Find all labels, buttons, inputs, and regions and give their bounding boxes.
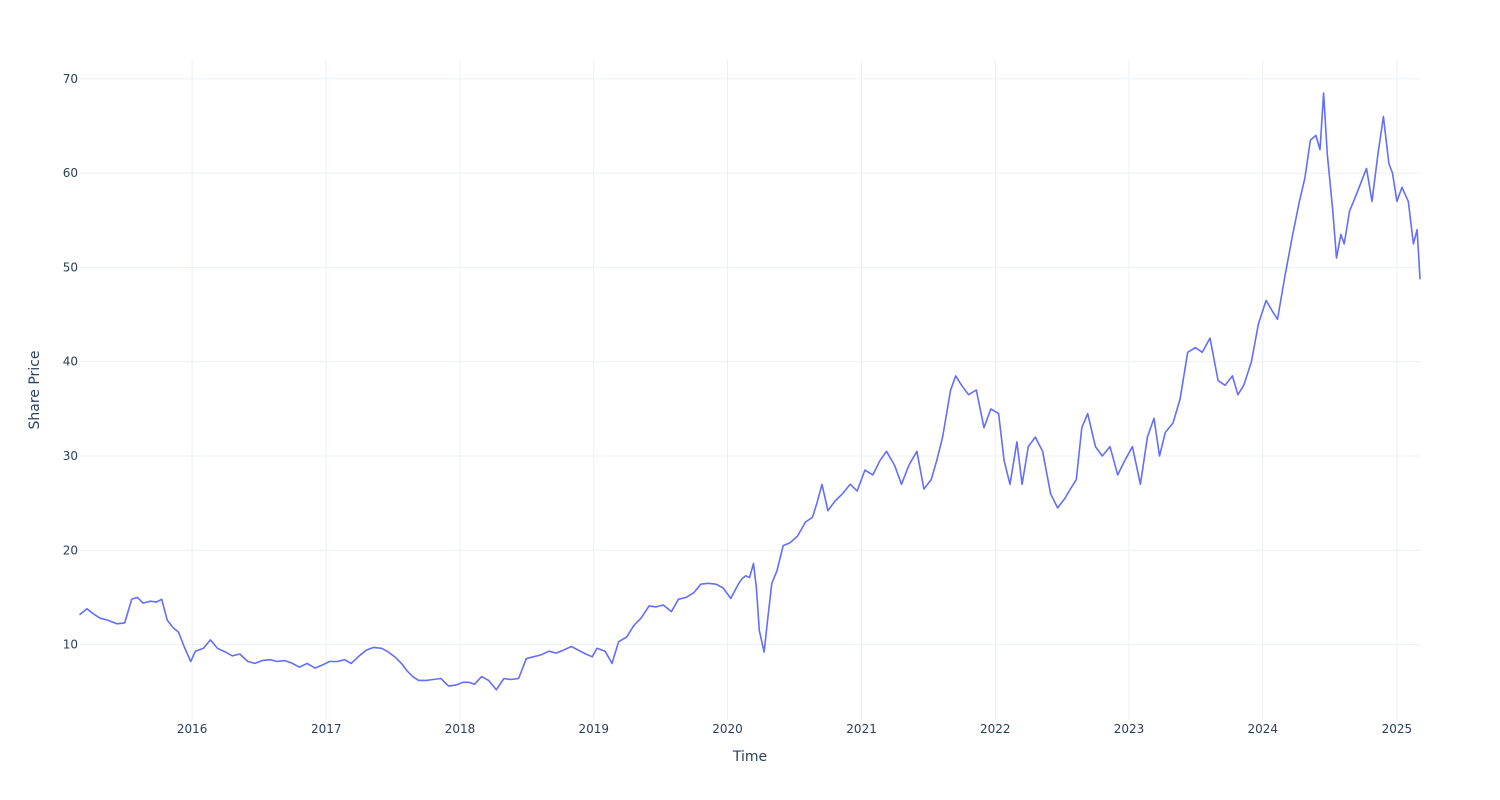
share-price-series-line bbox=[79, 92, 1421, 691]
x-tick-label: 2017 bbox=[311, 722, 342, 736]
x-gridlines bbox=[191, 60, 1398, 720]
y-gridlines bbox=[80, 78, 1420, 646]
y-tick-labels: 10 20 30 40 50 60 70 bbox=[63, 72, 78, 652]
x-tick-label: 2022 bbox=[980, 722, 1011, 736]
y-axis-title: Share Price bbox=[27, 350, 43, 429]
x-tick-labels: 2016 2017 2018 2019 2020 2021 2022 2023 2024 2025 bbox=[177, 722, 1412, 736]
x-tick-label: 2023 bbox=[1114, 722, 1145, 736]
y-tick-label: 20 bbox=[63, 543, 78, 557]
x-tick-label: 2018 bbox=[445, 722, 476, 736]
x-axis-title: Time bbox=[732, 749, 767, 765]
y-tick-label: 60 bbox=[63, 166, 78, 180]
x-tick-label: 2024 bbox=[1248, 722, 1279, 736]
x-tick-label: 2019 bbox=[578, 722, 609, 736]
y-tick-label: 30 bbox=[63, 449, 78, 463]
x-tick-label: 2021 bbox=[846, 722, 877, 736]
x-tick-label: 2016 bbox=[177, 722, 208, 736]
x-tick-label: 2020 bbox=[712, 722, 743, 736]
y-tick-label: 40 bbox=[63, 355, 78, 369]
x-tick-label: 2025 bbox=[1382, 722, 1413, 736]
y-tick-label: 50 bbox=[63, 260, 78, 274]
y-tick-label: 70 bbox=[63, 72, 78, 86]
y-tick-label: 10 bbox=[63, 638, 78, 652]
